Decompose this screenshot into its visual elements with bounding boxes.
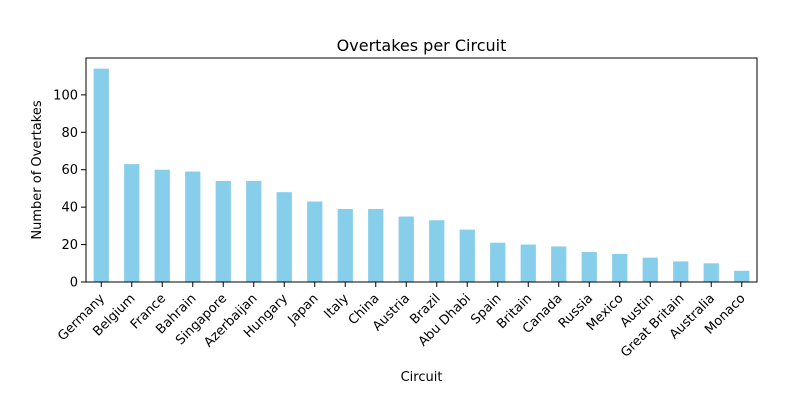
bar-mexico	[612, 253, 628, 282]
bar-bahrain	[185, 171, 201, 282]
chart-title: Overtakes per Circuit	[337, 36, 507, 55]
bar-abu-dhabi	[459, 229, 475, 282]
bar-russia	[581, 252, 597, 282]
bar-austria	[398, 216, 414, 282]
bar-china	[368, 209, 384, 282]
bars-layer	[93, 68, 750, 283]
bar-singapore	[215, 180, 231, 282]
bar-spain	[490, 242, 506, 282]
y-tick-label: 0	[70, 276, 78, 291]
y-tick-label: 80	[61, 126, 78, 141]
bar-great-britain	[673, 261, 689, 282]
bar-austin	[642, 257, 658, 282]
plot-frame	[85, 57, 758, 283]
bar-germany	[93, 68, 109, 283]
bar-monaco	[734, 270, 750, 282]
bar-canada	[551, 246, 567, 282]
bar-belgium	[124, 164, 140, 282]
bar-france	[154, 169, 170, 282]
y-tick-label: 40	[61, 201, 78, 216]
y-tick-label: 20	[61, 238, 78, 253]
y-tick-label: 100	[53, 88, 78, 103]
bar-italy	[337, 209, 353, 282]
bar-japan	[307, 201, 323, 282]
bar-australia	[703, 263, 719, 282]
y-tick-label: 60	[61, 163, 78, 178]
x-axis-label: Circuit	[401, 370, 443, 385]
bar-azerbaijan	[246, 180, 262, 282]
x-tick-label: Japan	[285, 291, 322, 328]
bar-hungary	[276, 192, 292, 282]
bar-britain	[520, 244, 536, 282]
y-axis-label: Number of Overtakes	[30, 100, 45, 239]
bar-brazil	[429, 220, 445, 282]
y-axis: 0 20 40 60 80 100	[53, 88, 86, 291]
x-axis: GermanyBelgiumFranceBahrainSingaporeAzer…	[55, 282, 749, 361]
